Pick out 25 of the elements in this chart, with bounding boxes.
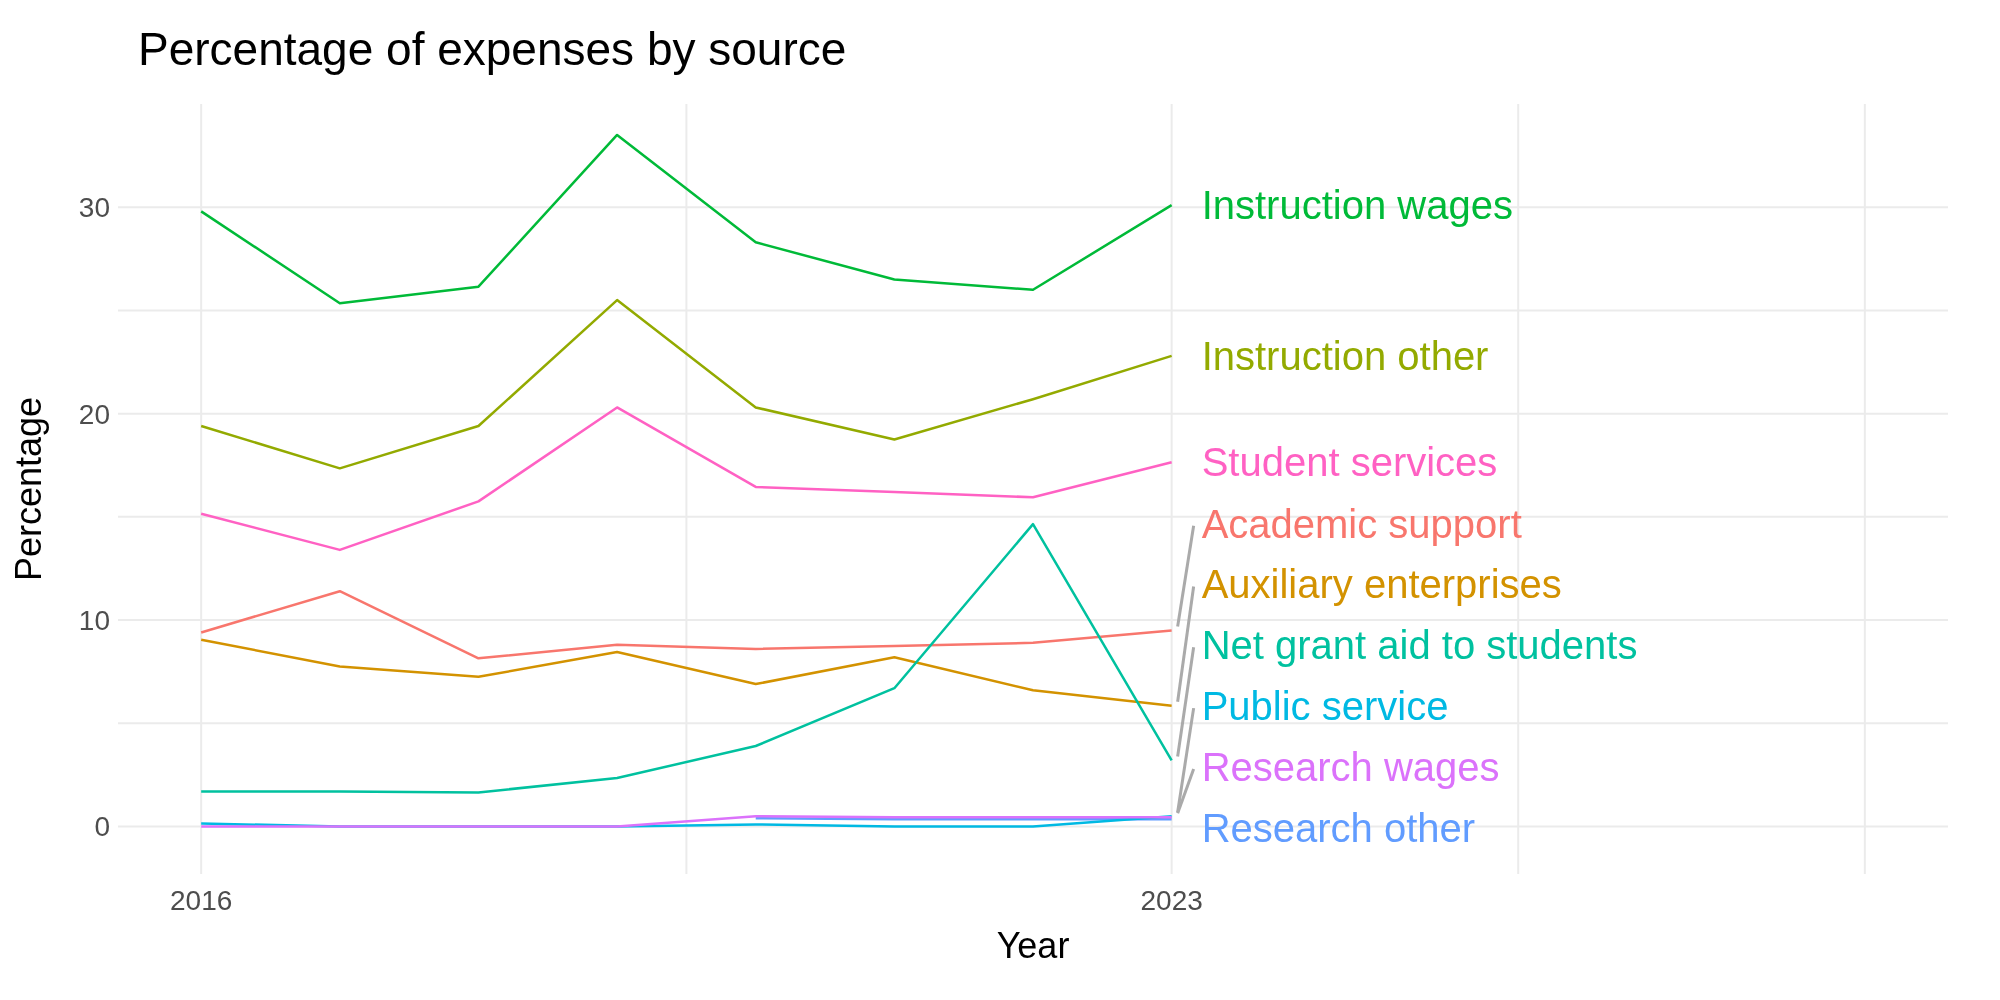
y-tick-label: 0 xyxy=(94,811,110,843)
series-label: Research wages xyxy=(1201,744,1500,789)
text: Auxiliary enterprises xyxy=(1201,562,1562,607)
series-label: Research other xyxy=(1201,805,1476,850)
x-axis-title: Year xyxy=(996,925,1070,966)
chart-title: Percentage of expenses by source xyxy=(137,22,848,77)
x-tick-label: 2023 xyxy=(1140,884,1203,916)
series-label: Net grant aid to students xyxy=(1201,623,1638,668)
line-series xyxy=(199,406,1173,552)
line-series xyxy=(199,589,1173,660)
y-tick-label: 20 xyxy=(78,398,110,430)
series-label: Student services xyxy=(1201,440,1498,485)
line-series xyxy=(199,814,1173,828)
y-tick-label: 30 xyxy=(78,192,110,224)
line-series xyxy=(199,638,1173,708)
y-tick-label: 10 xyxy=(78,605,110,637)
text: Public service xyxy=(1201,684,1449,729)
x-tick-label: 2016 xyxy=(170,884,233,916)
line-series xyxy=(199,133,1173,305)
y-axis-title: Percentage xyxy=(7,396,49,582)
series-label: Instruction wages xyxy=(1201,183,1513,228)
line-series xyxy=(199,298,1173,470)
line-series xyxy=(199,522,1173,794)
series-label: Instruction other xyxy=(1201,333,1489,378)
text: Academic support xyxy=(1201,501,1522,546)
